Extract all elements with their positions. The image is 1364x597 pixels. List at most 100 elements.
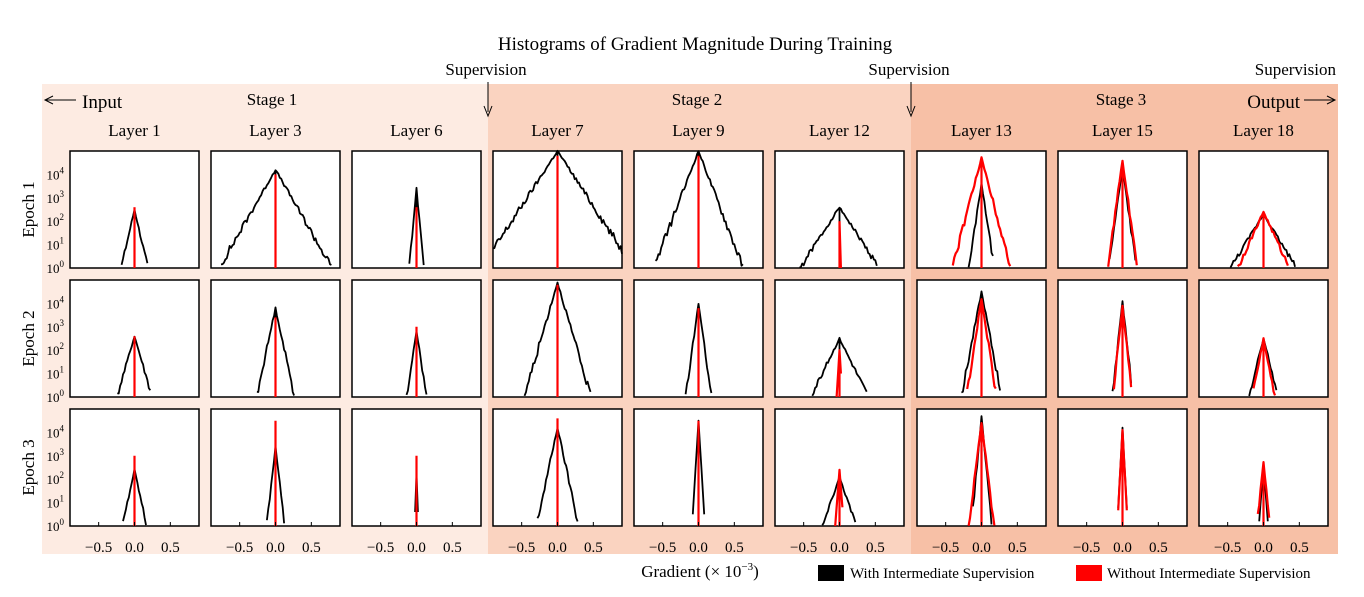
x-tick-label: −0.5: [1073, 540, 1100, 556]
supervision-marker-3: Supervision: [1255, 60, 1337, 79]
output-label: Output: [1247, 92, 1301, 113]
supervision-marker-1: Supervision: [445, 60, 527, 118]
y-tick-exponent: 3: [60, 447, 65, 457]
x-axis-label-close: ): [753, 562, 759, 581]
x-tick-label: −0.5: [649, 540, 676, 556]
y-tick-exponent: 2: [60, 212, 65, 222]
x-tick-label: 0.5: [161, 540, 180, 556]
y-tick-label: 102: [47, 341, 65, 358]
y-tick-exponent: 4: [60, 294, 65, 304]
y-tick-exponent: 0: [60, 259, 65, 269]
y-tick-exponent: 2: [60, 341, 65, 351]
y-tick-base: 10: [47, 425, 60, 440]
stage-2-label: Stage 2: [672, 90, 723, 109]
y-tick-label: 103: [47, 189, 65, 206]
series-without-supervision: [951, 156, 1012, 268]
y-tick-base: 10: [47, 390, 60, 405]
x-tick-label: 0.5: [443, 540, 462, 556]
series-without-supervision: [967, 422, 996, 526]
x-tick-label: 0.0: [548, 540, 567, 556]
x-tick-label: 0.0: [125, 540, 144, 556]
y-tick-label: 102: [47, 212, 65, 229]
column-header: Layer 3: [249, 121, 301, 140]
y-tick-base: 10: [47, 167, 60, 182]
y-tick-exponent: 1: [60, 365, 65, 375]
series-without-supervision: [1236, 210, 1289, 268]
y-tick-base: 10: [47, 472, 60, 487]
y-tick-exponent: 1: [60, 494, 65, 504]
output-marker: Output: [1247, 92, 1337, 113]
supervision-arrow-head: [483, 105, 493, 118]
y-tick-label: 103: [47, 447, 65, 464]
x-tick-label: 0.5: [725, 540, 744, 556]
x-tick-label: 0.0: [407, 540, 426, 556]
legend-swatch-with-supervision: [818, 565, 844, 581]
x-tick-label: −0.5: [1214, 540, 1241, 556]
legend-label-without-supervision: Without Intermediate Supervision: [1107, 566, 1311, 582]
x-tick-label: −0.5: [85, 540, 112, 556]
x-tick-label: 0.0: [972, 540, 991, 556]
y-tick-exponent: 3: [60, 318, 65, 328]
y-tick-base: 10: [47, 238, 60, 253]
series-without-supervision: [1117, 429, 1128, 526]
y-tick-label: 101: [47, 236, 65, 253]
y-tick-label: 104: [47, 423, 65, 440]
x-tick-label: 0.0: [830, 540, 849, 556]
y-tick-label: 100: [47, 259, 65, 276]
legend-label-with-supervision: With Intermediate Supervision: [850, 566, 1035, 582]
stage-1-label: Stage 1: [247, 90, 298, 109]
x-tick-label: 0.5: [866, 540, 885, 556]
column-header: Layer 15: [1092, 121, 1153, 140]
x-tick-label: 0.5: [1290, 540, 1309, 556]
output-arrow-head: [1326, 95, 1337, 105]
column-header: Layer 7: [531, 121, 584, 140]
x-tick-label: 0.5: [1149, 540, 1168, 556]
x-axis-label: Gradient (× 10−3): [641, 561, 759, 581]
y-tick-base: 10: [47, 519, 60, 534]
x-tick-label: 0.5: [302, 540, 321, 556]
column-header: Layer 9: [672, 121, 724, 140]
supervision-arrow-head: [906, 105, 916, 118]
column-header: Layer 18: [1233, 121, 1294, 140]
input-marker: Input: [43, 92, 123, 113]
panel-grid: Layer 1 Layer 3 Layer 6 Layer 7 Layer 9 Layer…: [19, 121, 1329, 556]
y-tick-label: 100: [47, 517, 65, 534]
y-tick-label: 101: [47, 494, 65, 511]
series-without-supervision: [966, 298, 997, 397]
x-tick-label: 0.0: [689, 540, 708, 556]
y-tick-base: 10: [47, 343, 60, 358]
y-tick-base: 10: [47, 496, 60, 511]
series-without-supervision: [1252, 337, 1277, 397]
y-tick-label: 104: [47, 165, 65, 182]
stage-3-label: Stage 3: [1096, 90, 1147, 109]
x-tick-label: −0.5: [226, 540, 253, 556]
column-header: Layer 12: [809, 121, 870, 140]
y-tick-exponent: 3: [60, 189, 65, 199]
y-tick-base: 10: [47, 449, 60, 464]
supervision-marker-2: Supervision: [868, 60, 950, 118]
chart-title: Histograms of Gradient Magnitude During …: [498, 34, 893, 55]
legend-swatch-without-supervision: [1076, 565, 1102, 581]
supervision-label: Supervision: [868, 60, 950, 79]
input-arrow-head: [43, 95, 54, 105]
y-tick-label: 101: [47, 365, 65, 382]
legend: With Intermediate Supervision Without In…: [818, 565, 1311, 582]
x-tick-label: 0.5: [584, 540, 603, 556]
x-tick-label: 0.5: [1008, 540, 1027, 556]
y-tick-base: 10: [47, 191, 60, 206]
x-tick-label: 0.0: [1254, 540, 1273, 556]
x-axis-label-main: Gradient (× 10: [641, 562, 741, 581]
series-without-supervision: [1112, 304, 1133, 397]
x-tick-label: −0.5: [508, 540, 535, 556]
x-tick-label: −0.5: [790, 540, 817, 556]
y-tick-exponent: 2: [60, 470, 65, 480]
series-without-supervision: [834, 468, 844, 527]
x-tick-label: −0.5: [932, 540, 959, 556]
column-header: Layer 1: [108, 121, 160, 140]
y-tick-label: 104: [47, 294, 65, 311]
y-tick-base: 10: [47, 296, 60, 311]
series-without-supervision: [1107, 159, 1138, 268]
supervision-label: Supervision: [445, 60, 527, 79]
x-tick-label: 0.0: [1113, 540, 1132, 556]
row-label: Epoch 2: [19, 310, 38, 366]
